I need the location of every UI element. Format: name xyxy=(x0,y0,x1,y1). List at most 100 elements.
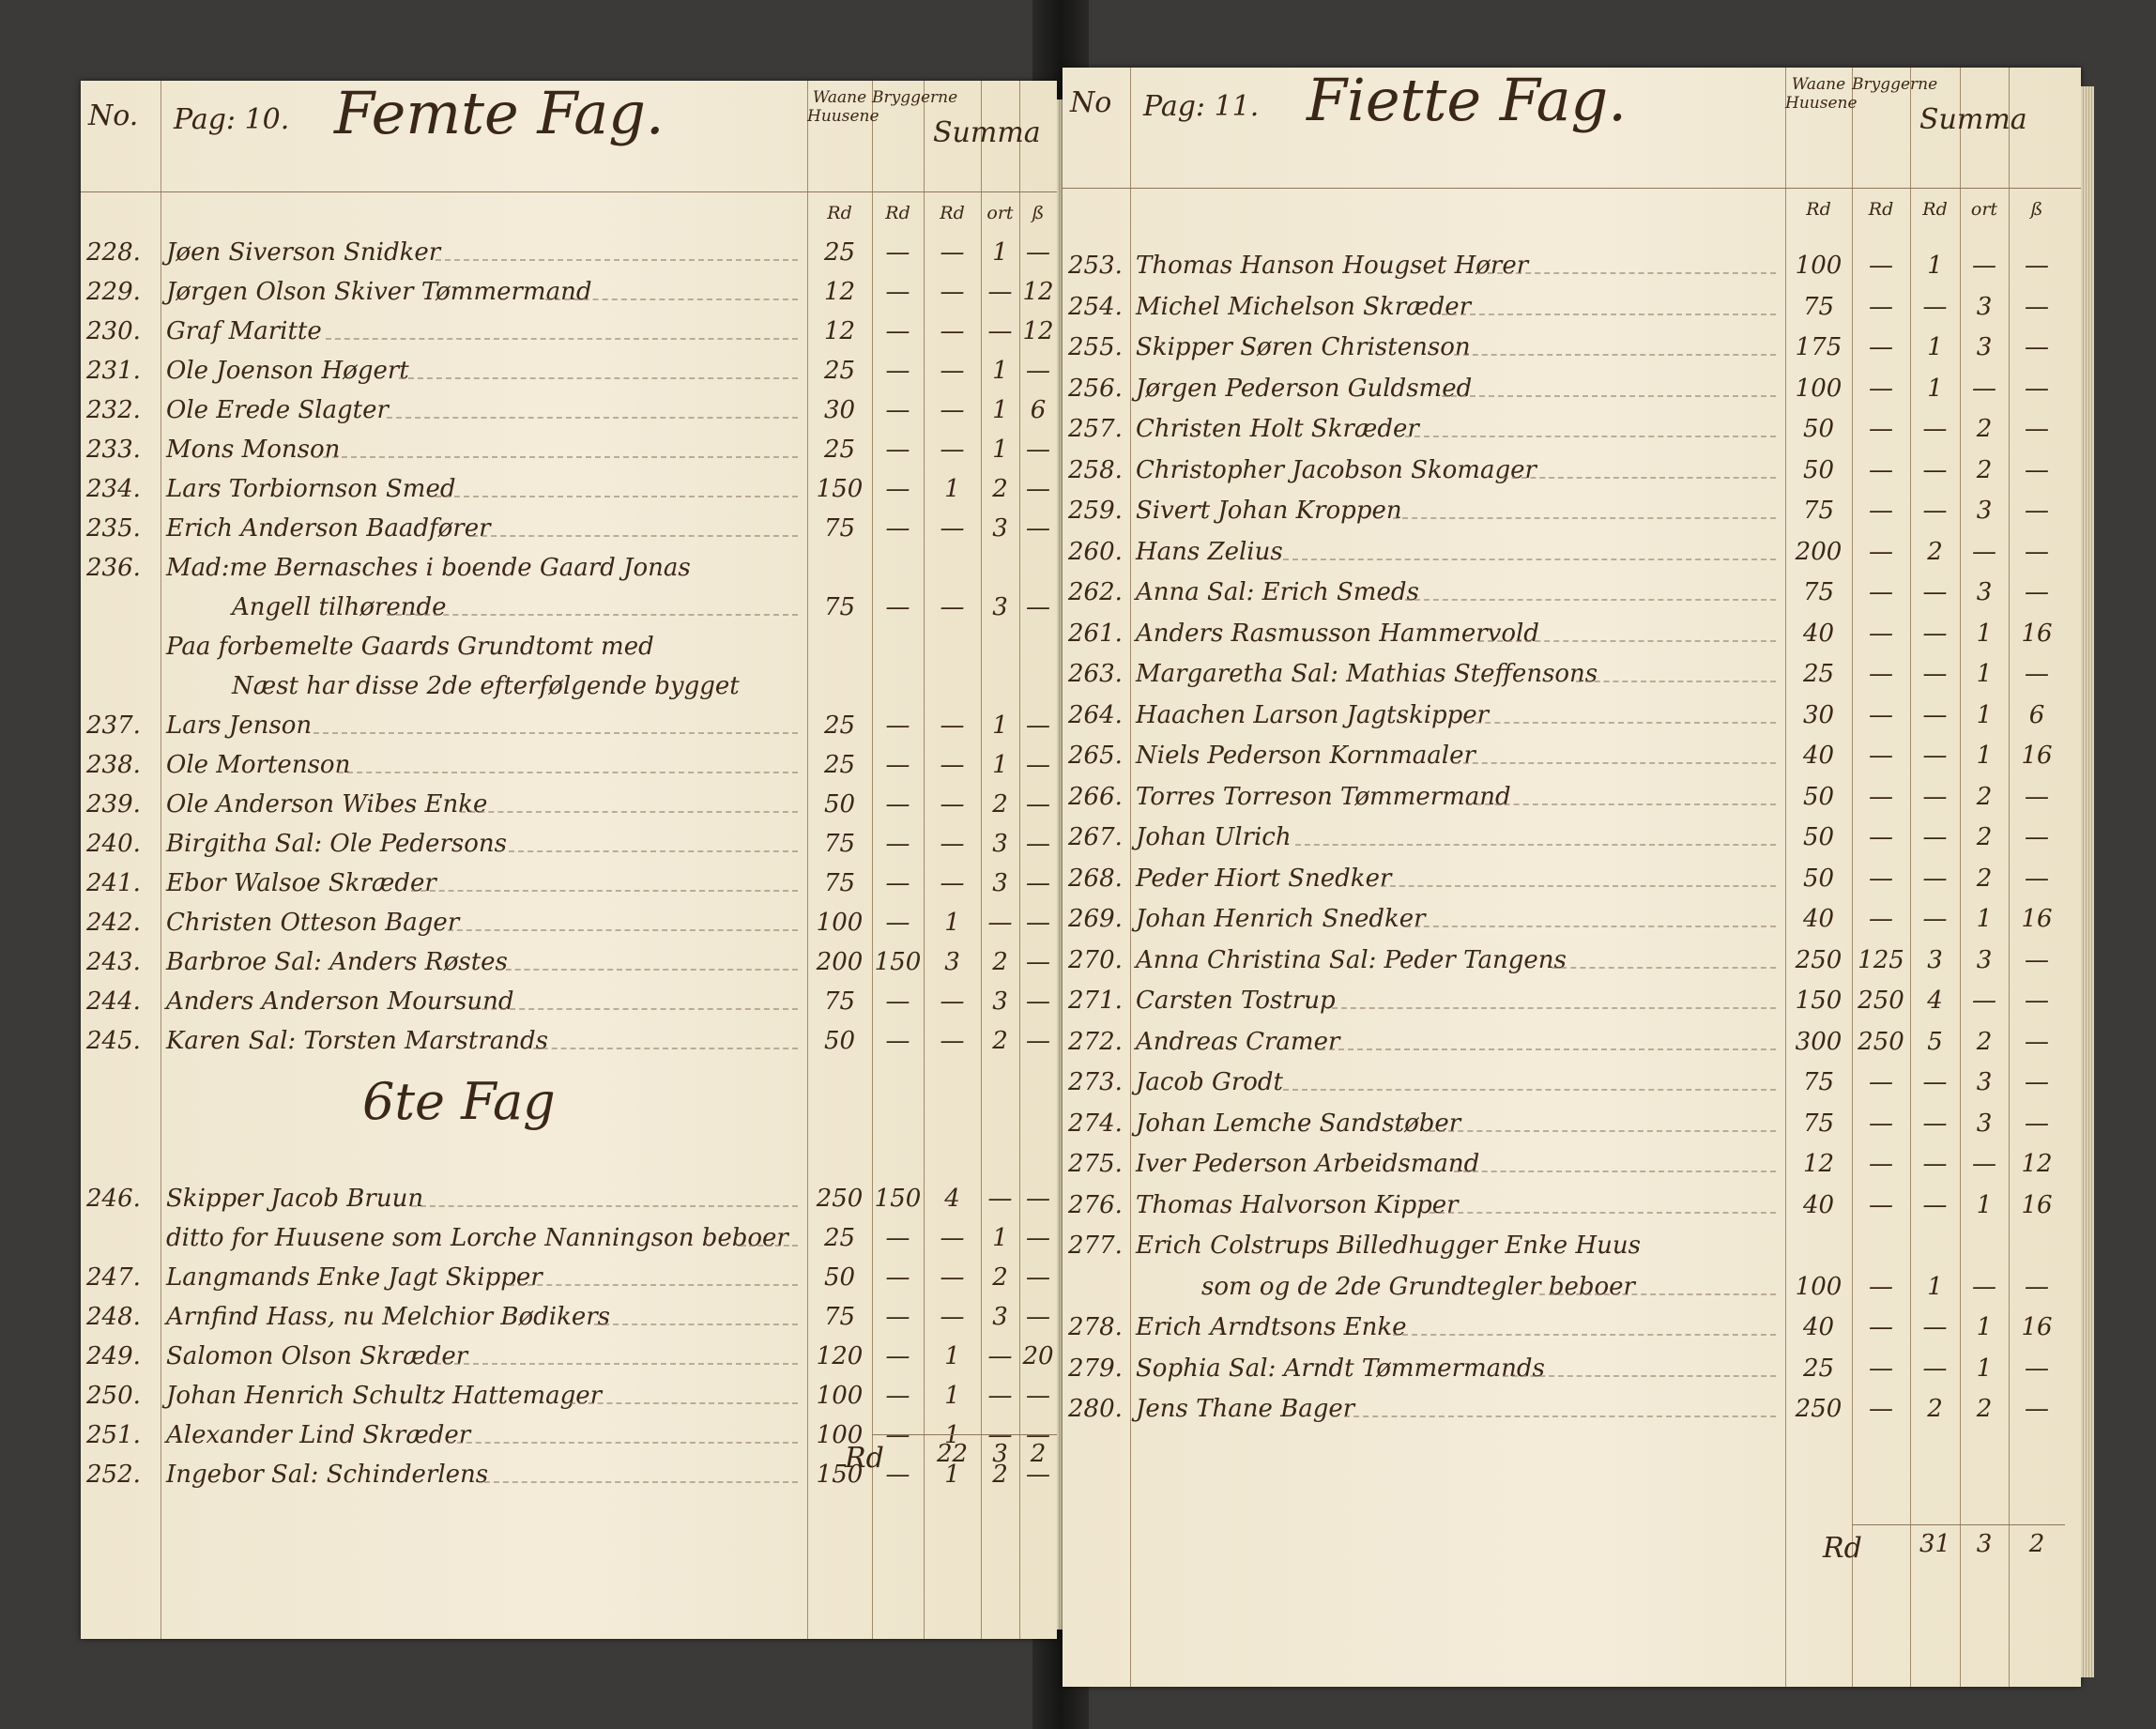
cell-s xyxy=(2009,580,2065,604)
leader-dots xyxy=(1454,1171,1776,1172)
row-number: 232. xyxy=(86,396,141,424)
cell-brew xyxy=(1852,621,1910,646)
column-rule xyxy=(981,81,982,1639)
cell-houses: 200 xyxy=(816,948,864,976)
cell-ort: 2 xyxy=(992,790,1008,819)
leader-dots xyxy=(460,811,798,813)
row-number: 265. xyxy=(1068,742,1123,770)
row-number: 278. xyxy=(1068,1313,1123,1341)
cell-rd: 1 xyxy=(944,1382,960,1410)
row-number: 245. xyxy=(86,1027,141,1055)
row-number: 237. xyxy=(86,711,141,740)
leader-dots xyxy=(411,1205,798,1207)
cell-rd: 2 xyxy=(1927,1395,1943,1423)
row-number: 241. xyxy=(86,869,141,897)
row-name-line: Alexander Lind Skræder xyxy=(166,1421,471,1449)
cell-s xyxy=(2009,540,2065,564)
total-rd: 31 xyxy=(1919,1530,1951,1558)
cell-brew xyxy=(872,989,924,1014)
leader-dots xyxy=(1320,1048,1776,1050)
cell-s xyxy=(2009,785,2065,809)
row-number: 230. xyxy=(86,317,141,345)
leader-dots xyxy=(1430,1211,1776,1214)
cell-s xyxy=(1019,1265,1057,1290)
cell-houses: 150 xyxy=(816,475,864,503)
cell-ort: 3 xyxy=(1976,1109,1993,1138)
cell-ort: 1 xyxy=(992,436,1008,464)
cell-rd xyxy=(1910,866,1960,891)
cell-houses: 25 xyxy=(823,436,856,464)
row-name-line: Niels Pederson Kornmaaler xyxy=(1136,742,1476,770)
row-name-line: Ebor Walsoe Skræder xyxy=(166,869,436,897)
cell-brew: 250 xyxy=(1858,1027,1904,1056)
leader-dots xyxy=(1405,926,1776,927)
row-name-line: Johan Lemche Sandstøber xyxy=(1136,1109,1461,1138)
column-rule xyxy=(1960,68,1961,1687)
row-name-line: Mad:me Bernasches i boende Gaard Jonas xyxy=(166,554,691,582)
cell-ort: 1 xyxy=(1976,905,1993,933)
cell-rd xyxy=(924,989,981,1014)
cell-rd xyxy=(1910,1315,1960,1339)
cell-ort: 3 xyxy=(992,830,1008,858)
leader-dots xyxy=(399,377,798,379)
cell-ort: 3 xyxy=(1976,578,1993,606)
row-number: 238. xyxy=(86,751,141,779)
cell-ort: 1 xyxy=(992,1224,1008,1252)
cell-houses: 75 xyxy=(823,869,856,897)
cell-brew xyxy=(872,240,924,265)
cell-houses: 50 xyxy=(1802,782,1835,811)
cell-ort xyxy=(1960,1152,2009,1176)
row-name-line: Anna Christina Sal: Peder Tangens xyxy=(1136,945,1567,974)
leader-dots xyxy=(509,850,798,852)
row-number: 276. xyxy=(1068,1190,1123,1219)
cell-ort: 1 xyxy=(992,238,1008,267)
row-name-line: Salomon Olson Skræder xyxy=(166,1342,468,1370)
cell-rd: 1 xyxy=(944,1461,960,1489)
cell-rd xyxy=(1910,1111,1960,1136)
cell-brew xyxy=(1852,907,1910,931)
unit-label: Rd xyxy=(885,203,910,223)
cell-houses: 50 xyxy=(1802,415,1835,443)
cell-rd: 3 xyxy=(1927,945,1943,974)
cell-houses: 50 xyxy=(823,1263,856,1292)
cell-houses: 12 xyxy=(823,278,856,306)
cell-brew xyxy=(872,516,924,541)
leader-dots xyxy=(436,1363,798,1365)
cell-rd xyxy=(1910,785,1960,809)
cell-s xyxy=(2009,1111,2065,1136)
cell-rd xyxy=(1910,621,1960,646)
cell-ort: 1 xyxy=(1976,1313,1993,1341)
cell-s xyxy=(2009,1030,2065,1054)
cell-rd xyxy=(924,595,981,620)
cell-brew xyxy=(1852,866,1910,891)
row-name-line: Ole Joenson Høgert xyxy=(166,357,409,385)
leader-dots xyxy=(497,969,798,971)
cell-brew: 125 xyxy=(1858,945,1904,974)
row-number: 243. xyxy=(86,948,141,976)
row-number: 271. xyxy=(1068,987,1123,1015)
leader-dots xyxy=(1393,1334,1776,1336)
cell-ort: 1 xyxy=(1976,742,1993,770)
cell-rd: 1 xyxy=(944,909,960,937)
row-name-line: Jørgen Olson Skiver Tømmermand xyxy=(166,278,592,306)
cell-brew xyxy=(1852,1193,1910,1217)
cell-ort: 2 xyxy=(992,1461,1008,1489)
row-name-line: Ole Mortenson xyxy=(166,751,351,779)
cell-ort: 2 xyxy=(1976,1027,1993,1056)
cell-rd xyxy=(1910,662,1960,686)
row-name-line: Anders Anderson Moursund xyxy=(166,987,514,1016)
header-breweries: Bryggerne xyxy=(872,88,958,107)
row-number: 266. xyxy=(1068,782,1123,811)
cell-rd: 1 xyxy=(1927,1272,1943,1301)
cell-ort: 3 xyxy=(992,593,1008,621)
cell-s xyxy=(1019,910,1057,935)
cell-ort: 2 xyxy=(1976,782,1993,811)
cell-houses: 25 xyxy=(1802,660,1835,688)
header-rule xyxy=(1063,188,2081,189)
cell-ort: 1 xyxy=(992,711,1008,740)
page-title: Femte Fag. xyxy=(334,79,665,147)
cell-s: 20 xyxy=(1022,1342,1054,1370)
row-name-line: Lars Jenson xyxy=(166,711,313,740)
cell-brew xyxy=(1852,743,1910,768)
cell-ort xyxy=(981,319,1019,344)
